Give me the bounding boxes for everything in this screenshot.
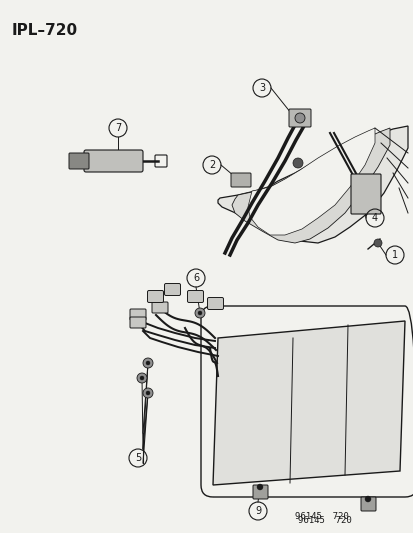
Text: 96145  720: 96145 720	[297, 516, 351, 525]
Polygon shape	[247, 128, 374, 235]
Text: 6: 6	[192, 273, 199, 283]
FancyBboxPatch shape	[130, 317, 146, 328]
Circle shape	[294, 113, 304, 123]
Circle shape	[256, 484, 262, 490]
Polygon shape	[212, 321, 404, 485]
Text: 2: 2	[209, 160, 215, 170]
FancyBboxPatch shape	[130, 309, 146, 320]
FancyBboxPatch shape	[207, 297, 223, 310]
Polygon shape	[218, 126, 407, 243]
Circle shape	[197, 311, 202, 315]
Circle shape	[142, 388, 153, 398]
FancyBboxPatch shape	[84, 150, 142, 172]
FancyBboxPatch shape	[350, 174, 380, 214]
Text: 96145  720: 96145 720	[294, 512, 348, 521]
FancyBboxPatch shape	[152, 302, 168, 313]
Text: 4: 4	[371, 213, 377, 223]
Circle shape	[142, 358, 153, 368]
FancyBboxPatch shape	[230, 173, 250, 187]
Text: 9: 9	[254, 506, 261, 516]
Circle shape	[146, 361, 150, 365]
Text: 3: 3	[258, 83, 264, 93]
FancyBboxPatch shape	[252, 485, 267, 499]
Polygon shape	[231, 128, 389, 243]
Text: 7: 7	[114, 123, 121, 133]
Circle shape	[373, 239, 381, 247]
Text: 5: 5	[135, 453, 141, 463]
Text: 1: 1	[391, 250, 397, 260]
FancyBboxPatch shape	[69, 153, 89, 169]
Circle shape	[146, 391, 150, 395]
Circle shape	[137, 373, 147, 383]
FancyBboxPatch shape	[147, 290, 163, 303]
Circle shape	[292, 158, 302, 168]
FancyBboxPatch shape	[288, 109, 310, 127]
Text: IPL–720: IPL–720	[12, 23, 78, 38]
Circle shape	[364, 496, 370, 502]
Circle shape	[195, 308, 204, 318]
FancyBboxPatch shape	[164, 284, 180, 295]
FancyBboxPatch shape	[360, 497, 375, 511]
Circle shape	[140, 376, 144, 380]
FancyBboxPatch shape	[187, 290, 203, 303]
